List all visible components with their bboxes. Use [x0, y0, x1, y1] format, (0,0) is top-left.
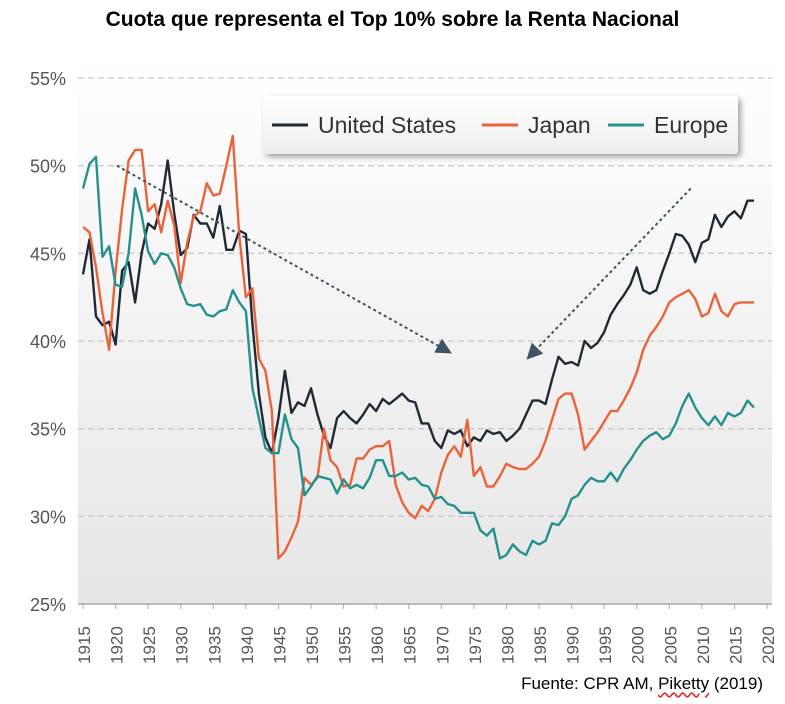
y-tick-label: 45% — [30, 244, 66, 264]
y-tick-label: 35% — [30, 420, 66, 440]
chart-title: Cuota que representa el Top 10% sobre la… — [105, 8, 680, 31]
x-tick-label: 2015 — [726, 626, 745, 664]
series-line-japan — [82, 134, 754, 560]
y-tick-label: 50% — [30, 157, 66, 177]
x-tick-label: 1945 — [270, 626, 289, 664]
x-tick-label: 1925 — [140, 626, 159, 664]
y-tick-label: 55% — [30, 69, 66, 89]
source-suffix: (2019) — [709, 674, 763, 693]
legend-label: Europe — [654, 112, 728, 138]
legend-label: United States — [318, 112, 456, 138]
x-tick-label: 1930 — [173, 626, 192, 664]
x-tick-label: 1920 — [108, 626, 127, 664]
x-tick-label: 1980 — [498, 626, 517, 664]
x-tick-label: 1985 — [531, 626, 550, 664]
source-prefix: Fuente: CPR AM, — [521, 674, 659, 693]
x-tick-label: 1965 — [401, 626, 420, 664]
x-tick-label: 1935 — [205, 626, 224, 664]
source-author: Piketty — [658, 674, 710, 693]
y-tick-label: 30% — [30, 507, 66, 527]
trend-arrow — [526, 187, 692, 360]
y-tick-label: 25% — [30, 595, 66, 615]
x-tick-label: 1995 — [596, 626, 615, 664]
x-tick-label: 1915 — [75, 626, 94, 664]
x-tick-label: 2005 — [661, 626, 680, 664]
source-note: Fuente: CPR AM, Piketty (2019) — [521, 674, 763, 694]
x-tick-label: 1975 — [466, 626, 485, 664]
series-line-europe — [81, 155, 755, 560]
x-tick-label: 1970 — [433, 626, 452, 664]
x-tick-label: 1990 — [564, 626, 583, 664]
x-tick-label: 1955 — [336, 626, 355, 664]
x-tick-label: 1940 — [238, 626, 257, 664]
y-tick-label: 40% — [30, 332, 66, 352]
x-tick-label: 2020 — [759, 626, 778, 664]
x-tick-label: 2000 — [629, 626, 648, 664]
x-tick-label: 2010 — [694, 626, 713, 664]
x-tick-label: 1950 — [303, 626, 322, 664]
legend-label: Japan — [528, 112, 591, 138]
legend: United States Japan Europe — [263, 96, 738, 154]
x-tick-label: 1960 — [368, 626, 387, 664]
